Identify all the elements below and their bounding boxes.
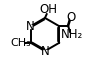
- Text: N: N: [26, 20, 35, 33]
- Bar: [29, 25, 32, 28]
- Bar: [43, 50, 47, 52]
- Text: O: O: [67, 11, 76, 24]
- Bar: [70, 17, 73, 19]
- Text: N: N: [41, 45, 49, 58]
- Bar: [69, 33, 75, 36]
- Bar: [19, 42, 23, 45]
- Text: OH: OH: [39, 3, 57, 16]
- Text: CH₃: CH₃: [11, 39, 31, 48]
- Bar: [46, 8, 51, 11]
- Text: NH₂: NH₂: [61, 28, 83, 41]
